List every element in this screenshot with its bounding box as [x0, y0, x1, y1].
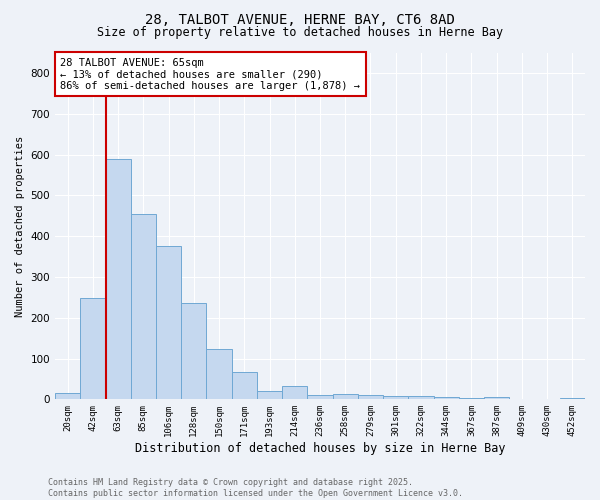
- Text: 28, TALBOT AVENUE, HERNE BAY, CT6 8AD: 28, TALBOT AVENUE, HERNE BAY, CT6 8AD: [145, 12, 455, 26]
- Bar: [332, 394, 358, 400]
- Bar: [257, 391, 282, 400]
- Bar: [206, 349, 232, 400]
- Bar: [409, 396, 434, 400]
- Bar: [80, 298, 106, 400]
- Bar: [560, 398, 585, 400]
- Y-axis label: Number of detached properties: Number of detached properties: [15, 136, 25, 316]
- Bar: [459, 398, 484, 400]
- Bar: [434, 398, 459, 400]
- Bar: [181, 304, 206, 400]
- Bar: [358, 396, 383, 400]
- Text: Size of property relative to detached houses in Herne Bay: Size of property relative to detached ho…: [97, 26, 503, 39]
- X-axis label: Distribution of detached houses by size in Herne Bay: Distribution of detached houses by size …: [135, 442, 505, 455]
- Bar: [307, 396, 332, 400]
- Bar: [131, 214, 156, 400]
- Bar: [383, 396, 409, 400]
- Bar: [484, 398, 509, 400]
- Text: Contains HM Land Registry data © Crown copyright and database right 2025.
Contai: Contains HM Land Registry data © Crown c…: [48, 478, 463, 498]
- Bar: [106, 158, 131, 400]
- Bar: [232, 372, 257, 400]
- Text: 28 TALBOT AVENUE: 65sqm
← 13% of detached houses are smaller (290)
86% of semi-d: 28 TALBOT AVENUE: 65sqm ← 13% of detache…: [61, 58, 361, 91]
- Bar: [55, 393, 80, 400]
- Bar: [282, 386, 307, 400]
- Bar: [156, 246, 181, 400]
